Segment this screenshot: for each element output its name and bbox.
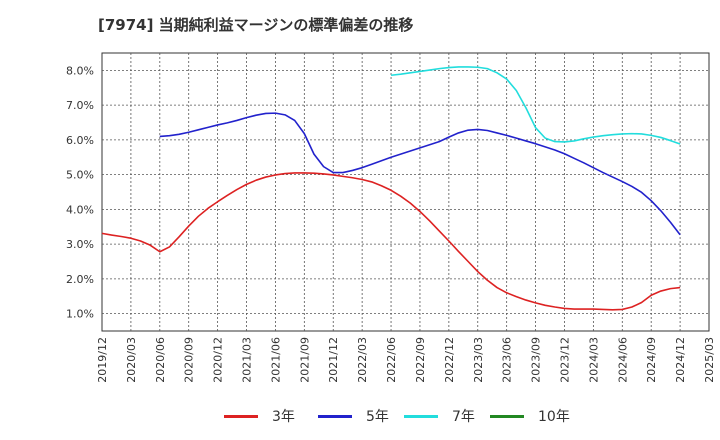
legend-label-10y: 10年 — [538, 409, 570, 425]
y-tick-label: 2.0% — [66, 273, 94, 286]
legend-item-7y[interactable]: 7年 — [404, 404, 475, 428]
legend: 3年 5年 7年 10年 — [0, 404, 720, 428]
series-line-2 — [390, 66, 681, 145]
x-tick-label: 2025/03 — [703, 337, 716, 383]
y-tick-label: 1.0% — [66, 308, 94, 321]
series-layer — [101, 66, 681, 311]
y-tick-label: 4.0% — [66, 203, 94, 216]
x-tick-label: 2020/03 — [125, 337, 138, 383]
x-tick-label: 2024/12 — [674, 337, 687, 383]
legend-swatch-10y — [490, 414, 524, 418]
line-chart: 1.0% 2.0% 3.0% 4.0% 5.0% 6.0% 7.0% 8.0% 2019/12… — [66, 52, 716, 383]
x-tick-label: 2021/12 — [327, 337, 340, 383]
x-tick-label: 2024/09 — [645, 337, 658, 383]
legend-swatch-7y — [404, 414, 438, 418]
y-tick-label: 5.0% — [66, 169, 94, 182]
x-tick-label: 2024/03 — [587, 337, 600, 383]
x-tick-label: 2021/03 — [241, 337, 254, 383]
x-tick-label: 2021/09 — [298, 337, 311, 383]
legend-swatch-5y — [318, 414, 352, 418]
legend-label-5y: 5年 — [366, 409, 389, 425]
x-tick-label: 2023/09 — [530, 337, 543, 383]
legend-item-5y[interactable]: 5年 — [318, 404, 389, 428]
x-tick-label: 2020/06 — [154, 337, 167, 383]
x-tick-label: 2020/12 — [212, 337, 225, 383]
x-tick-label: 2022/09 — [414, 337, 427, 383]
legend-label-3y: 3年 — [272, 409, 295, 425]
x-tick-label: 2023/03 — [472, 337, 485, 383]
x-tick-label: 2022/03 — [356, 337, 369, 383]
y-tick-label: 3.0% — [66, 238, 94, 251]
chart-title: [7974] 当期純利益マージンの標準偏差の推移 — [98, 16, 414, 34]
x-tick-label: 2022/12 — [443, 337, 456, 383]
x-tick-label: 2020/09 — [183, 337, 196, 383]
x-tick-label: 2019/12 — [96, 337, 109, 383]
x-axis-ticks: 2019/12 2020/03 2020/06 2020/09 2020/12 2021/… — [96, 337, 716, 383]
plot-area — [101, 52, 710, 332]
y-gridlines — [102, 69, 709, 315]
legend-item-10y[interactable]: 10年 — [490, 404, 570, 428]
y-tick-label: 7.0% — [66, 99, 94, 112]
y-tick-label: 6.0% — [66, 134, 94, 147]
x-tick-label: 2023/06 — [501, 337, 514, 383]
series-line-0 — [101, 172, 681, 311]
x-tick-label: 2022/06 — [385, 337, 398, 383]
x-tick-label: 2021/06 — [269, 337, 282, 383]
y-tick-label: 8.0% — [66, 64, 94, 77]
x-tick-label: 2023/12 — [558, 337, 571, 383]
x-tick-label: 2024/06 — [616, 337, 629, 383]
series-line-1 — [159, 112, 681, 236]
y-axis-ticks: 1.0% 2.0% 3.0% 4.0% 5.0% 6.0% 7.0% 8.0% — [66, 64, 94, 320]
legend-item-3y[interactable]: 3年 — [224, 404, 295, 428]
legend-swatch-3y — [224, 414, 258, 418]
legend-label-7y: 7年 — [452, 409, 475, 425]
